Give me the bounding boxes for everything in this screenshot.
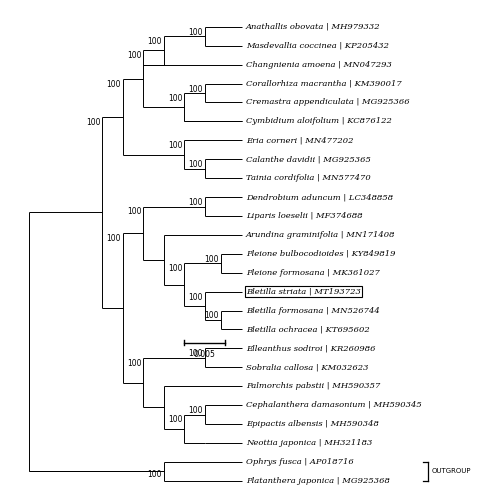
Text: 100: 100 (168, 416, 182, 424)
Text: 100: 100 (168, 94, 182, 103)
Text: 100: 100 (127, 208, 142, 216)
Text: Liparis loeselii | MF374688: Liparis loeselii | MF374688 (246, 212, 362, 220)
Text: Cymbidium aloifolium | KC876122: Cymbidium aloifolium | KC876122 (246, 118, 392, 126)
Text: Corallorhiza macrantha | KM390017: Corallorhiza macrantha | KM390017 (246, 80, 402, 88)
Text: Platanthera japonica | MG925368: Platanthera japonica | MG925368 (246, 476, 390, 484)
Text: 100: 100 (147, 470, 162, 480)
Text: Palmorchis pabstii | MH590357: Palmorchis pabstii | MH590357 (246, 382, 380, 390)
Text: 0.005: 0.005 (194, 350, 216, 359)
Text: Arundina graminifolia | MN171408: Arundina graminifolia | MN171408 (246, 231, 396, 239)
Text: 100: 100 (188, 350, 203, 358)
Text: Anathallis obovata | MH979332: Anathallis obovata | MH979332 (246, 23, 381, 31)
Text: 100: 100 (86, 118, 100, 126)
Text: 100: 100 (168, 142, 182, 150)
Text: 100: 100 (107, 234, 121, 243)
Text: 100: 100 (188, 406, 203, 415)
Text: 100: 100 (107, 80, 121, 89)
Text: 100: 100 (188, 28, 203, 37)
Text: Bletilla formosana | MN526744: Bletilla formosana | MN526744 (246, 306, 380, 314)
Text: Cremastra appendiculata | MG925366: Cremastra appendiculata | MG925366 (246, 98, 409, 106)
Text: 100: 100 (147, 38, 162, 46)
Text: Bletilla ochracea | KT695602: Bletilla ochracea | KT695602 (246, 326, 370, 334)
Text: Cephalanthera damasonium | MH590345: Cephalanthera damasonium | MH590345 (246, 401, 421, 409)
Text: Neottia japonica | MH321183: Neottia japonica | MH321183 (246, 439, 372, 447)
Text: Tainia cordifolia | MN577470: Tainia cordifolia | MN577470 (246, 174, 371, 182)
Text: Ophrys fusca | AP018716: Ophrys fusca | AP018716 (246, 458, 354, 466)
Text: 100: 100 (168, 264, 182, 273)
Text: Changnienia amoena | MN047293: Changnienia amoena | MN047293 (246, 60, 392, 68)
Text: 100: 100 (204, 312, 219, 320)
Text: OUTGROUP: OUTGROUP (432, 468, 471, 474)
Text: Pleione bulbocodioides | KY849819: Pleione bulbocodioides | KY849819 (246, 250, 396, 258)
Text: 100: 100 (188, 198, 203, 207)
Text: Masdevallia coccinea | KP205432: Masdevallia coccinea | KP205432 (246, 42, 389, 50)
Text: Sobralia callosa | KM032623: Sobralia callosa | KM032623 (246, 363, 368, 371)
Text: 100: 100 (204, 254, 219, 264)
Text: 100: 100 (188, 160, 203, 169)
Text: 100: 100 (188, 292, 203, 302)
Text: Pleione formosana | MK361027: Pleione formosana | MK361027 (246, 268, 380, 276)
Text: Bletilla striata | MT193723: Bletilla striata | MT193723 (246, 288, 360, 296)
Text: 100: 100 (127, 358, 142, 368)
Text: 100: 100 (127, 52, 142, 60)
Text: Eria corneri | MN477202: Eria corneri | MN477202 (246, 136, 353, 144)
Text: Elleanthus sodiroi | KR260986: Elleanthus sodiroi | KR260986 (246, 344, 375, 352)
Text: Epipactis albensis | MH590348: Epipactis albensis | MH590348 (246, 420, 379, 428)
Text: Dendrobium aduncum | LC348858: Dendrobium aduncum | LC348858 (246, 193, 393, 201)
Text: 100: 100 (188, 84, 203, 94)
Text: Calanthe davidii | MG925365: Calanthe davidii | MG925365 (246, 155, 371, 163)
